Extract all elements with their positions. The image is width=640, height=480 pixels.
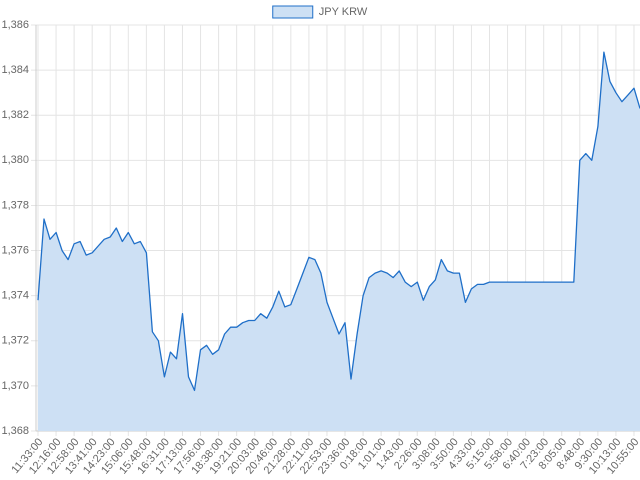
y-tick-label: 1,374 xyxy=(1,290,29,302)
y-tick-label: 1,386 xyxy=(1,19,29,31)
y-tick-label: 1,382 xyxy=(1,109,29,121)
y-tick-label: 1,384 xyxy=(1,64,29,76)
y-tick-label: 1,380 xyxy=(1,154,29,166)
y-tick-label: 1,376 xyxy=(1,244,29,256)
area xyxy=(38,52,640,431)
line xyxy=(37,51,640,392)
legend-label: JPY KRW xyxy=(319,6,368,18)
y-tick-label: 1,368 xyxy=(1,425,29,437)
legend: JPY KRW xyxy=(272,5,368,19)
y-tick-label: 1,378 xyxy=(1,199,29,211)
y-tick-label: 1,372 xyxy=(1,335,29,347)
legend-swatch xyxy=(272,5,314,19)
y-tick-label: 1,370 xyxy=(1,380,29,392)
